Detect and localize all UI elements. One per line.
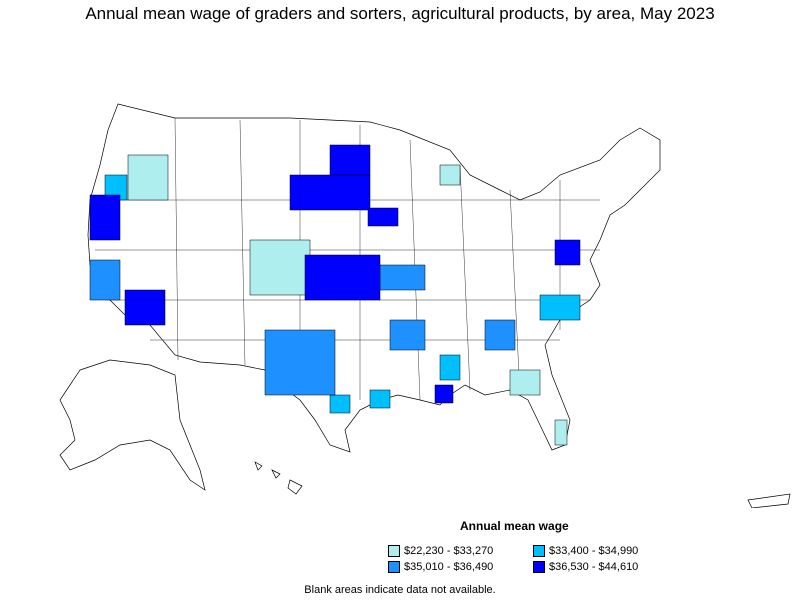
puerto-rico-outline bbox=[747, 493, 791, 508]
hawaii-outline bbox=[254, 461, 303, 495]
legend-item-4: $36,530 - $44,610 bbox=[533, 561, 638, 573]
legend-item-3: $35,010 - $36,490 bbox=[388, 561, 493, 573]
footnote: Blank areas indicate data not available. bbox=[304, 584, 496, 596]
legend-label-1: $22,230 - $33,270 bbox=[404, 545, 494, 557]
legend-swatch-3 bbox=[388, 561, 400, 573]
legend-label-2: $33,400 - $34,990 bbox=[549, 545, 639, 557]
legend-title: Annual mean wage bbox=[460, 519, 569, 533]
legend-swatch-4 bbox=[533, 561, 545, 573]
legend-swatch-1 bbox=[388, 545, 400, 557]
us-wage-map bbox=[59, 103, 791, 508]
legend-label-3: $35,010 - $36,490 bbox=[404, 561, 494, 573]
legend-item-2: $33,400 - $34,990 bbox=[533, 545, 638, 557]
alaska-outline bbox=[59, 359, 206, 491]
legend-item-1: $22,230 - $33,270 bbox=[388, 545, 493, 557]
legend-label-4: $36,530 - $44,610 bbox=[549, 561, 639, 573]
us-outline bbox=[87, 103, 661, 453]
map-title: Annual mean wage of graders and sorters,… bbox=[85, 4, 715, 23]
legend-swatch-2 bbox=[533, 545, 545, 557]
